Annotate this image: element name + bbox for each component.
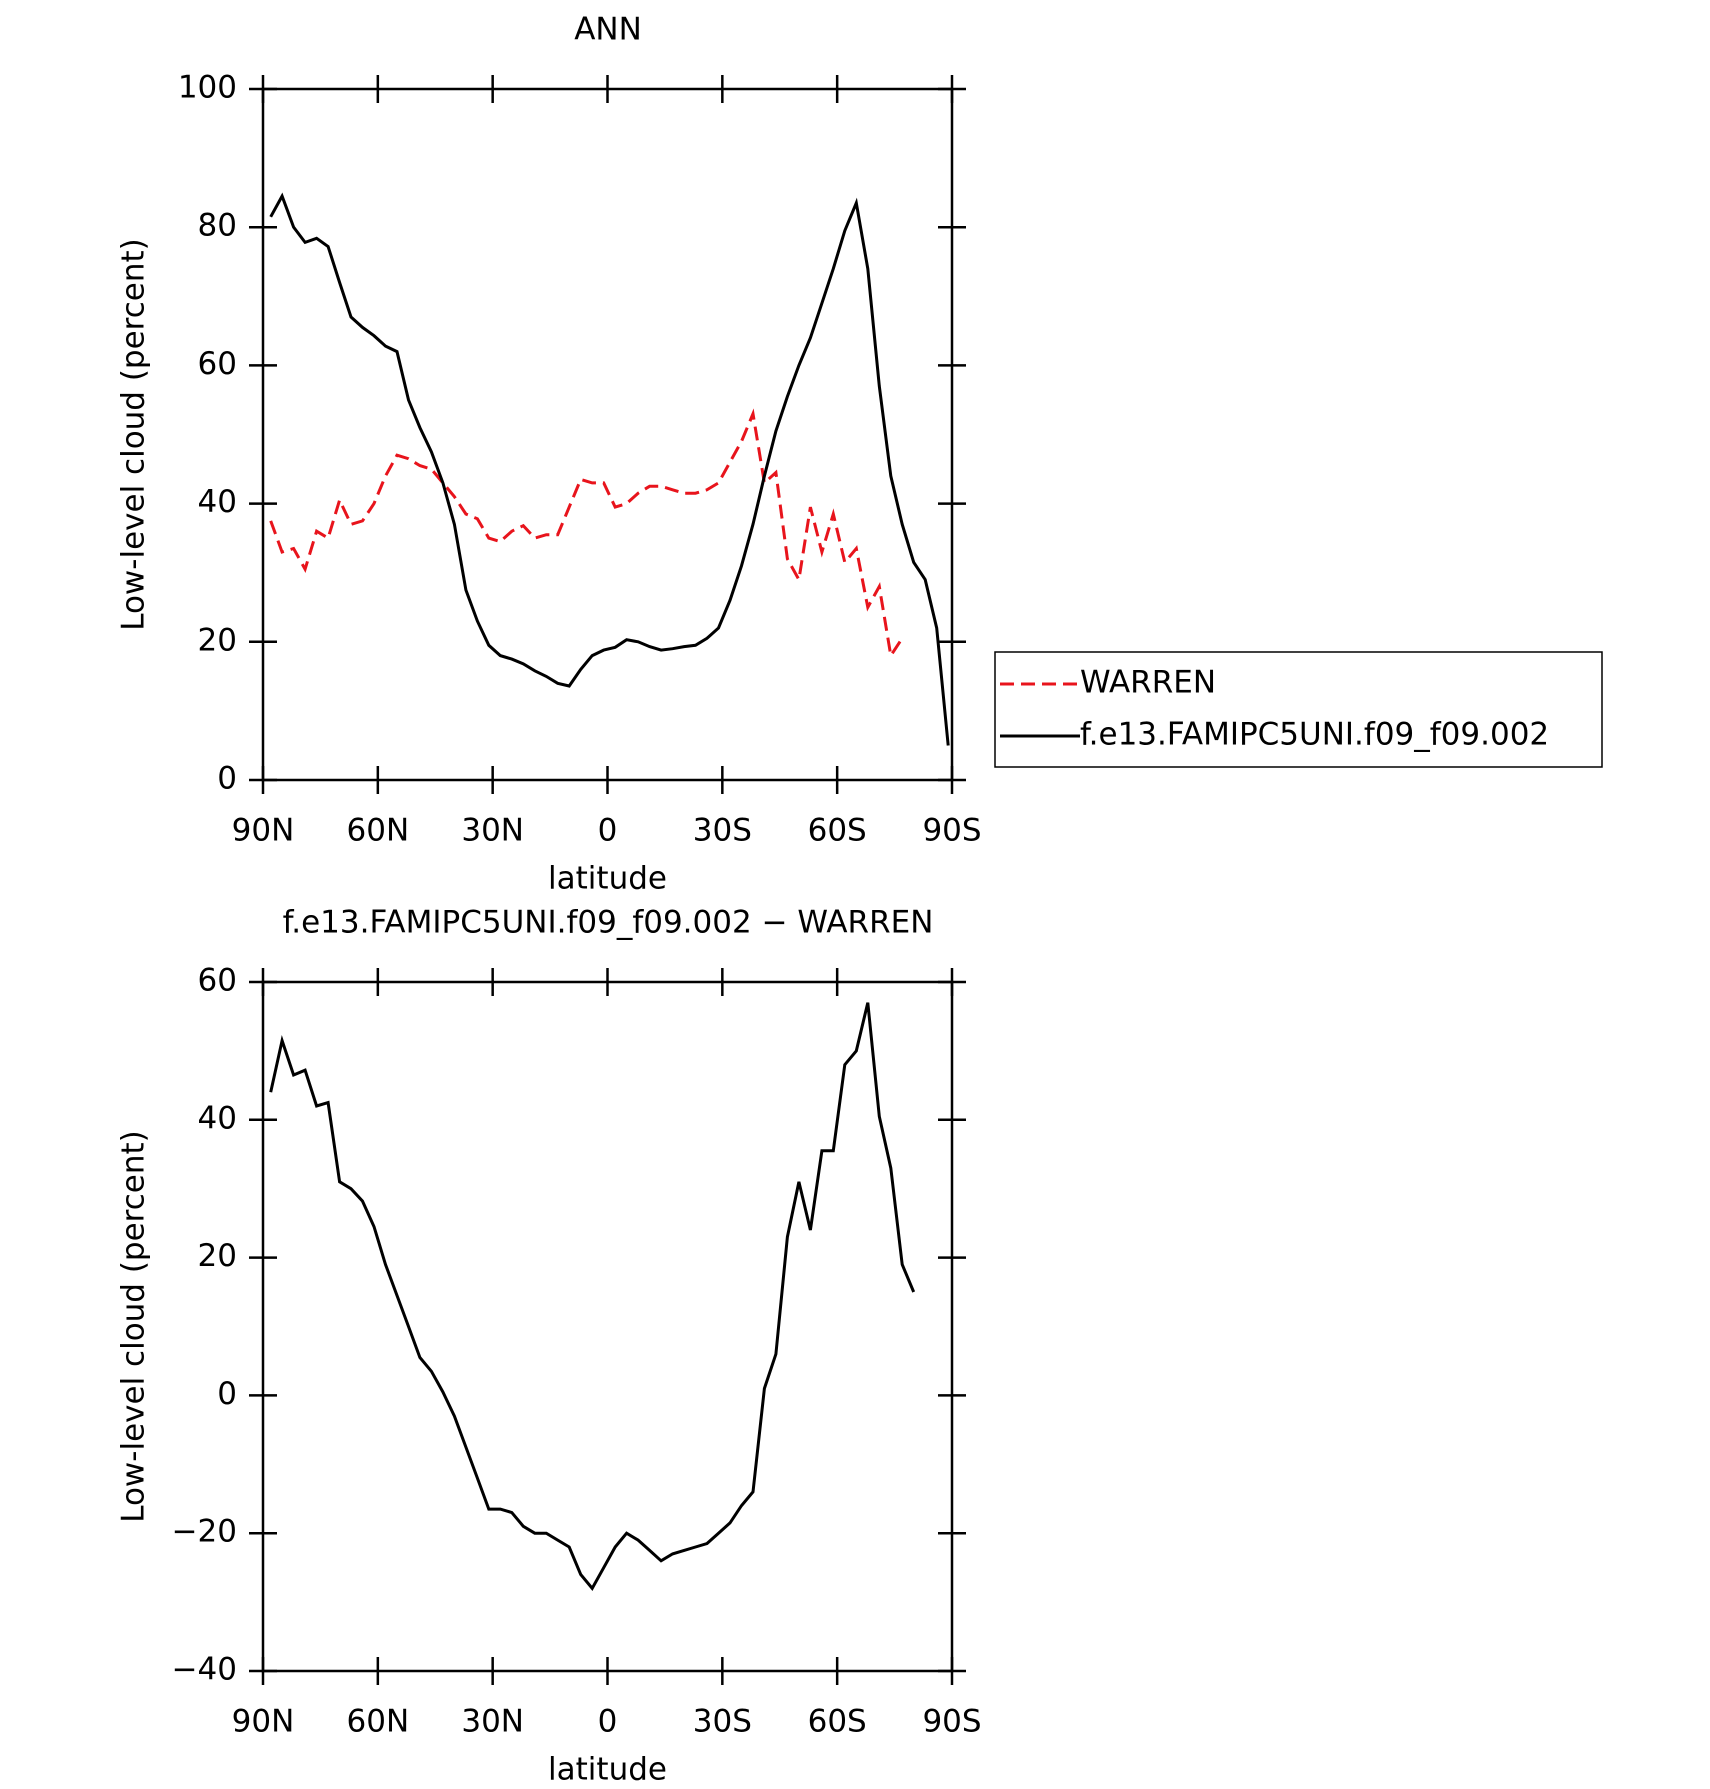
y-tick-label: 20 — [198, 622, 237, 658]
x-tick-label: 0 — [598, 1704, 618, 1740]
plot-frame — [261, 87, 954, 782]
y-tick-label: 0 — [217, 761, 237, 797]
legend-box — [994, 651, 1603, 768]
x-tick-label: 60S — [808, 1704, 867, 1740]
y-tick-label: −40 — [172, 1652, 237, 1688]
x-tick-label: 90N — [232, 1704, 295, 1740]
y-tick-label: 80 — [198, 208, 237, 244]
y-axis-label: Low-level cloud (percent) — [116, 238, 152, 631]
y-tick-label: 0 — [217, 1376, 237, 1412]
legend-label: f.e13.FAMIPC5UNI.f09_f09.002 — [1080, 717, 1549, 753]
x-tick-label: 30N — [461, 1704, 524, 1740]
x-tick-label: 90S — [922, 1704, 981, 1740]
y-tick-label: −20 — [172, 1514, 237, 1550]
x-tick-label: 30N — [461, 813, 524, 849]
data-line — [269, 192, 950, 746]
plot-frame — [261, 980, 954, 1673]
x-tick-label: 30S — [693, 813, 752, 849]
data-line — [269, 1002, 916, 1591]
x-tick-label: 90N — [232, 813, 295, 849]
y-tick-label: 20 — [198, 1238, 237, 1274]
x-tick-label: 90S — [922, 813, 981, 849]
y-tick-label: 40 — [198, 1100, 237, 1136]
chart-title: f.e13.FAMIPC5UNI.f09_f09.002 − WARREN — [283, 905, 934, 941]
x-axis-label: latitude — [548, 861, 667, 897]
legend-label: WARREN — [1080, 665, 1216, 701]
y-tick-label: 60 — [198, 963, 237, 999]
x-tick-label: 0 — [598, 813, 618, 849]
x-tick-label: 30S — [693, 1704, 752, 1740]
y-axis-label: Low-level cloud (percent) — [116, 1130, 152, 1523]
x-tick-label: 60S — [808, 813, 867, 849]
x-tick-label: 60N — [347, 1704, 410, 1740]
y-tick-label: 60 — [198, 346, 237, 382]
chart-title: ANN — [574, 12, 642, 48]
y-tick-label: 100 — [178, 70, 237, 106]
x-axis-label: latitude — [548, 1752, 667, 1788]
y-tick-label: 40 — [198, 484, 237, 520]
data-line — [269, 408, 904, 660]
x-tick-label: 60N — [347, 813, 410, 849]
